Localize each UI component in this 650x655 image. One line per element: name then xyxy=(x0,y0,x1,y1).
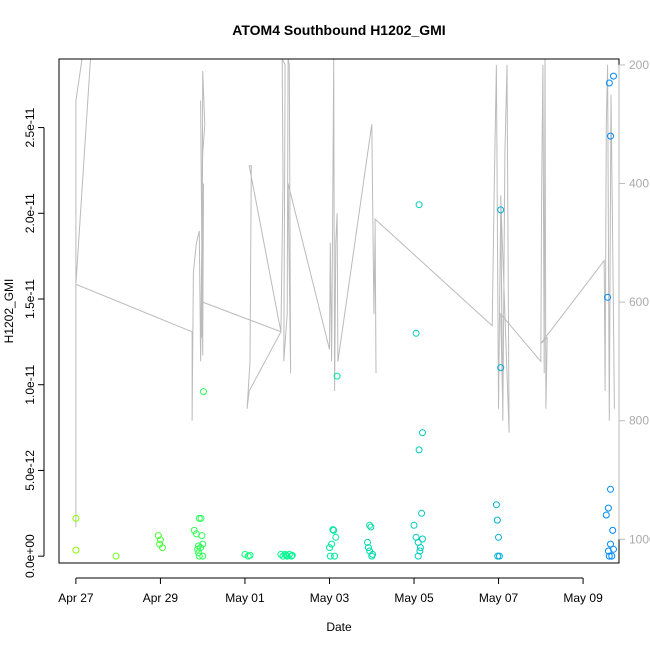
data-point xyxy=(197,514,205,522)
data-point xyxy=(497,364,505,372)
x-tick-label: May 03 xyxy=(310,591,350,605)
data-point xyxy=(495,533,502,541)
data-point xyxy=(72,514,80,522)
data-point xyxy=(608,552,616,560)
data-point xyxy=(156,536,164,544)
data-point xyxy=(246,551,254,559)
data-point xyxy=(195,542,202,550)
right-tick-label: 800 xyxy=(629,414,649,428)
data-point xyxy=(366,521,374,529)
x-axis-label: Date xyxy=(326,620,352,634)
data-point xyxy=(416,547,424,555)
data-point xyxy=(607,540,614,548)
data-point xyxy=(610,72,617,80)
data-point xyxy=(602,511,610,519)
data-point xyxy=(607,485,614,493)
data-point xyxy=(329,526,337,534)
y-tick-label: 2.5e-11 xyxy=(23,107,37,147)
y-axis: 0.0e+00 5.0e-12 1.0e-11 1.5e-11 2.0e-11 2.5e-… xyxy=(23,107,45,578)
data-point xyxy=(604,547,612,555)
data-point xyxy=(199,540,207,548)
y-axis-label: H1202_GMI xyxy=(2,279,16,344)
data-point xyxy=(604,504,612,512)
data-point xyxy=(241,550,249,558)
data-point xyxy=(609,526,617,534)
plot-frame xyxy=(58,58,620,564)
data-point xyxy=(492,501,500,509)
x-tick-label: Apr 27 xyxy=(58,591,94,605)
data-point xyxy=(285,550,293,558)
data-point xyxy=(200,388,207,396)
data-point xyxy=(331,552,339,560)
data-point xyxy=(281,550,289,558)
right-tick-label: 200 xyxy=(629,58,649,72)
pressure-line xyxy=(75,59,615,528)
y-tick-label: 2.0e-11 xyxy=(23,193,37,233)
data-point xyxy=(72,546,80,554)
data-point xyxy=(410,521,418,529)
data-point xyxy=(282,551,290,559)
right-tick-label: 400 xyxy=(629,177,649,191)
data-point xyxy=(364,544,372,552)
data-point xyxy=(330,526,338,534)
y-tick-label: 0.0e+00 xyxy=(23,534,37,578)
right-tick-label: 1000 xyxy=(629,532,650,546)
data-point xyxy=(326,544,333,552)
data-point xyxy=(415,446,423,454)
data-point xyxy=(494,552,502,560)
x-tick-label: Apr 29 xyxy=(143,591,179,605)
data-point xyxy=(195,552,203,560)
data-point xyxy=(419,535,426,543)
data-point xyxy=(607,132,614,140)
data-point xyxy=(419,429,426,437)
data-point xyxy=(416,544,424,552)
data-point xyxy=(332,533,340,541)
data-point xyxy=(367,523,375,531)
data-point xyxy=(159,544,166,552)
data-point xyxy=(604,293,612,301)
x-tick-label: May 05 xyxy=(394,591,434,605)
data-point xyxy=(326,552,334,560)
data-point xyxy=(328,540,336,548)
data-point xyxy=(605,552,613,560)
data-point xyxy=(412,329,420,337)
data-point xyxy=(369,550,377,558)
data-point xyxy=(333,372,341,380)
x-tick-label: May 09 xyxy=(563,591,603,605)
data-point xyxy=(112,552,120,560)
pressure-lines xyxy=(75,59,615,528)
right-axis: 200 400 600 800 1000 xyxy=(618,58,650,546)
data-point xyxy=(288,552,295,560)
data-point xyxy=(195,549,202,557)
data-point xyxy=(605,79,613,87)
data-point xyxy=(198,532,206,540)
x-axis: Apr 27 Apr 29 May 01 May 03 May 05 May 07 May … xyxy=(58,577,603,605)
data-point xyxy=(199,552,207,560)
data-point xyxy=(364,538,371,546)
data-point xyxy=(283,552,291,560)
x-tick-label: May 07 xyxy=(479,591,519,605)
data-point xyxy=(154,532,162,540)
chart-title: ATOM4 Southbound H1202_GMI xyxy=(232,22,445,38)
right-tick-label: 600 xyxy=(629,295,649,309)
data-point xyxy=(418,509,426,517)
y-tick-label: 1.5e-11 xyxy=(23,279,37,319)
data-point xyxy=(190,526,198,534)
y-tick-label: 1.0e-11 xyxy=(23,364,37,404)
data-point xyxy=(415,201,423,209)
data-point xyxy=(279,552,287,560)
x-tick-label: May 01 xyxy=(225,591,265,605)
data-points xyxy=(72,72,617,560)
data-point xyxy=(497,206,505,214)
data-point xyxy=(493,516,501,524)
y-tick-label: 5.0e-12 xyxy=(23,450,37,491)
